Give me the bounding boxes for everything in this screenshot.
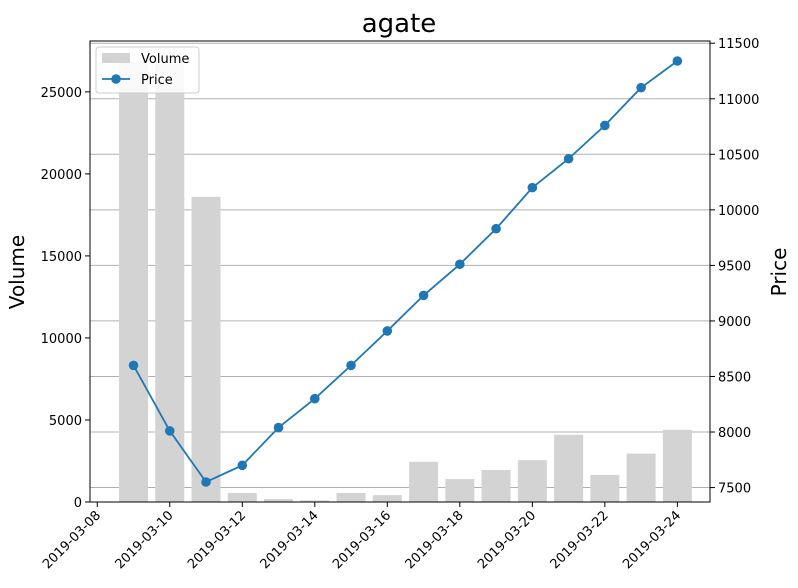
price-point: [237, 460, 248, 471]
price-point: [346, 360, 356, 371]
price-point: [563, 153, 574, 164]
y-left-tick-label: 5000: [49, 414, 82, 429]
price-point: [273, 422, 284, 433]
x-tick-label: 2019-03-24: [620, 508, 684, 572]
y-axis-left-label: Volume: [5, 235, 29, 309]
volume-bar: [191, 196, 221, 502]
y-left-tick-label: 0: [74, 496, 82, 511]
price-point: [382, 326, 393, 336]
volume-bar: [119, 60, 149, 503]
volume-bar: [372, 495, 402, 502]
y-right-tick-label: 9000: [718, 315, 751, 330]
legend-price-swatch-marker: [111, 74, 121, 84]
price-point: [600, 120, 610, 131]
price-point: [128, 360, 139, 371]
legend-price-label: Price: [141, 73, 173, 88]
price-point: [309, 393, 320, 404]
plot-frame: [89, 40, 711, 503]
y-right-tick-label: 10000: [718, 204, 759, 219]
x-tick-label: 2019-03-18: [403, 508, 467, 572]
price-point: [455, 259, 465, 270]
price-series-line: [132, 60, 678, 484]
legend: Volume Price: [95, 46, 200, 94]
y-axis-right-label: Price: [767, 248, 791, 297]
price-point: [164, 426, 175, 436]
volume-bar: [626, 453, 656, 502]
price-point: [636, 82, 646, 93]
legend-volume-swatch: [102, 53, 130, 63]
chart-title: agate: [362, 9, 437, 39]
y-right-tick-label: 7500: [718, 482, 751, 497]
x-tick-label: 2019-03-20: [475, 508, 539, 572]
x-tick-label: 2019-03-08: [40, 508, 104, 572]
x-tick-label: 2019-03-10: [113, 508, 177, 572]
price-point: [418, 290, 429, 301]
x-tick-label: 2019-03-22: [548, 508, 612, 572]
y-right-tick-label: 11500: [718, 37, 759, 52]
price-point: [672, 56, 683, 66]
x-tick-label: 2019-03-12: [185, 508, 249, 572]
volume-bar: [409, 461, 439, 502]
price-point: [527, 182, 538, 193]
y-left-tick-label: 20000: [41, 168, 82, 183]
y-right-tick-label: 9500: [718, 259, 751, 274]
volume-bar: [662, 429, 692, 502]
volume-bar: [336, 492, 366, 502]
y-right-tick-label: 8000: [718, 426, 751, 441]
y-left-tick-label: 10000: [41, 332, 82, 347]
price-point: [491, 223, 501, 234]
volume-bar: [445, 479, 475, 502]
volume-bar: [481, 470, 511, 502]
y-right-tick-label: 10500: [718, 148, 759, 163]
volume-bar: [264, 499, 294, 502]
y-right-tick-label: 11000: [718, 93, 759, 108]
x-tick-label: 2019-03-14: [258, 508, 322, 572]
x-tick-label: 2019-03-16: [330, 508, 394, 572]
volume-bar: [517, 460, 547, 502]
volume-bar: [227, 492, 257, 502]
y-left-tick-label: 25000: [41, 86, 82, 101]
volume-bar: [300, 500, 330, 502]
volume-bar: [554, 434, 584, 502]
y-right-tick-label: 8500: [718, 370, 751, 385]
price-point: [201, 477, 211, 487]
legend-volume-label: Volume: [141, 52, 189, 67]
volume-bar: [590, 474, 620, 502]
price-line: [128, 56, 683, 487]
volume-bar: [155, 63, 185, 503]
y-left-tick-label: 15000: [41, 250, 82, 265]
